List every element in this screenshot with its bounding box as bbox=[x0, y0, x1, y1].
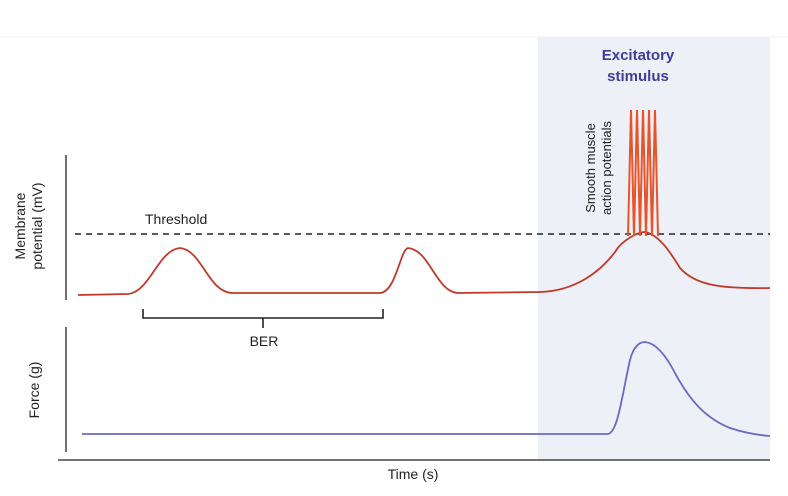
stimulus-title-line1: Excitatory bbox=[602, 47, 675, 64]
action-potential-spikes bbox=[627, 109, 659, 237]
action-potentials-label-line1: Smooth muscle bbox=[583, 123, 598, 213]
excitatory-stimulus-region bbox=[538, 37, 770, 460]
action-potential-spike bbox=[627, 109, 635, 237]
action-potential-spike bbox=[633, 109, 641, 237]
action-potential-spike bbox=[651, 109, 659, 237]
membrane-axis-label-line1: Membrane bbox=[12, 192, 28, 259]
ber-label: BER bbox=[250, 333, 279, 349]
action-potentials-label-line2: action potentials bbox=[599, 121, 614, 215]
action-potential-spike bbox=[645, 109, 653, 237]
membrane-potential-trace bbox=[77, 231, 771, 296]
force-trace bbox=[82, 341, 771, 437]
action-potential-spike bbox=[639, 109, 647, 237]
threshold-label: Threshold bbox=[145, 211, 207, 227]
time-axis-label: Time (s) bbox=[388, 466, 439, 482]
ber-bracket bbox=[142, 309, 384, 328]
force-axis-label: Force (g) bbox=[26, 362, 42, 419]
membrane-axis-label-line2: potential (mV) bbox=[29, 182, 45, 269]
stimulus-title-line2: stimulus bbox=[607, 68, 669, 85]
